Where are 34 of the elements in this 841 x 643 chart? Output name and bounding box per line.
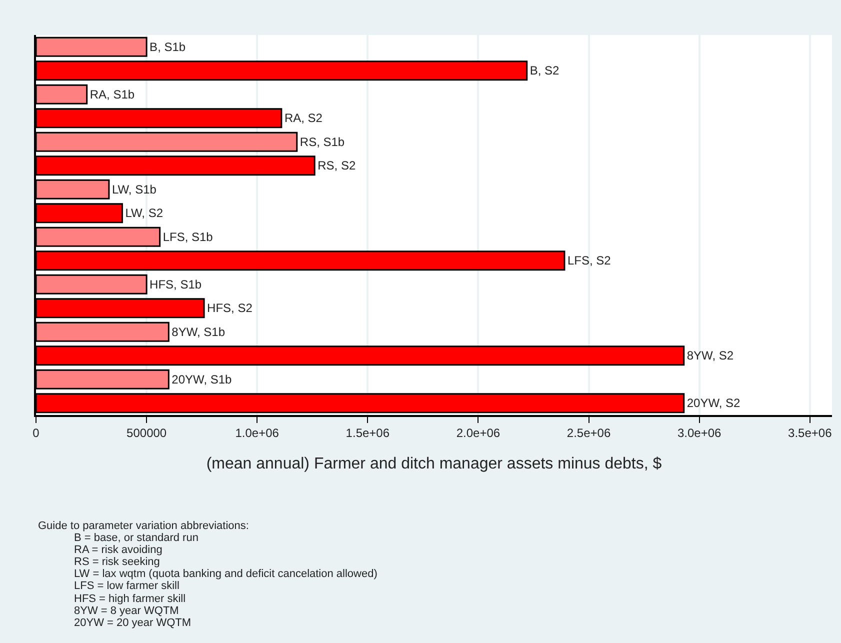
x-tick-label: 500000	[126, 426, 167, 440]
y-tick-label: B, S2	[530, 64, 560, 78]
x-tick-label: 1.0e+06	[235, 426, 280, 440]
y-tick-label: 20YW, S1b	[172, 372, 232, 386]
y-tick-label: B, S1b	[150, 40, 186, 54]
y-tick-label: HFS, S2	[207, 301, 253, 316]
text: Guide to parameter variation abbreviations:	[38, 520, 249, 532]
y-tick-label: LFS, S1b	[162, 230, 214, 244]
x-tick-label: 1.5e+06	[346, 426, 390, 440]
text: 8YW = 8 year WQTM	[74, 605, 179, 617]
text: HFS = high farmer skill	[74, 593, 186, 605]
y-tick-label: 20YW, S2	[686, 396, 741, 410]
x-tick-label: 2.0e+06	[456, 426, 500, 440]
y-tick-label: LW, S1b	[112, 182, 157, 196]
text: 20YW = 20 year WQTM	[74, 617, 192, 629]
y-tick-label: RA, S2	[284, 111, 323, 126]
text: RS = risk seeking	[74, 556, 160, 568]
y-tick-label: RA, S1b	[90, 87, 135, 102]
y-tick-label: RS, S1b	[300, 134, 345, 149]
text: LW = lax wqtm (quota banking and deficit cancelation allowed)	[74, 568, 378, 580]
y-tick-label: HFS, S1b	[150, 277, 202, 292]
x-tick-label: 0	[32, 426, 40, 440]
x-axis-title: (mean annual) Farmer and ditch manager assets minus debts, $	[206, 455, 662, 472]
y-tick-label: LW, S2	[125, 206, 164, 220]
y-tick-label: LFS, S2	[567, 254, 612, 268]
text: RA = risk avoiding	[74, 544, 162, 556]
y-tick-label: 8YW, S2	[686, 348, 734, 363]
y-tick-label: RS, S2	[318, 158, 356, 173]
text: B = base, or standard run	[74, 532, 198, 544]
x-tick-label: 2.5e+06	[566, 426, 611, 440]
x-tick-label: 3.0e+06	[677, 426, 722, 440]
y-tick-label: 8YW, S1b	[172, 324, 226, 339]
text: LFS = low farmer skill	[74, 580, 180, 592]
x-tick-label: 3.5e+06	[788, 426, 832, 440]
